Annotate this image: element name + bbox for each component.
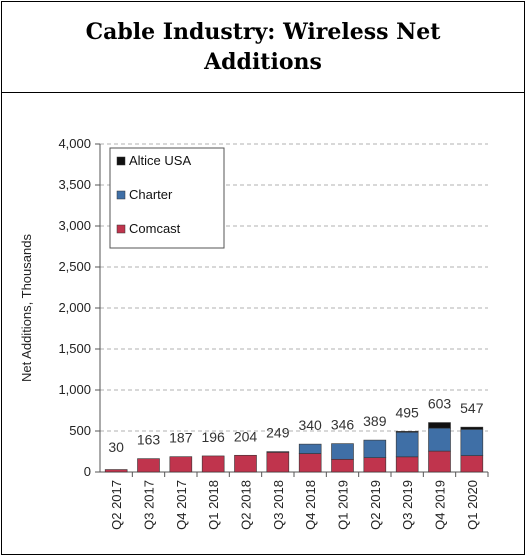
bar-comcast bbox=[331, 458, 354, 473]
bar-charter bbox=[428, 427, 451, 452]
data-label: 249 bbox=[266, 425, 290, 441]
bar-comcast bbox=[266, 452, 290, 473]
legend-swatch bbox=[116, 156, 126, 166]
y-tick-label: 500 bbox=[69, 423, 91, 438]
bar-comcast bbox=[234, 454, 257, 473]
data-labels: 30 163 187 196 204 249 340 346 389 495 603 547 bbox=[108, 396, 483, 455]
bar-charter bbox=[460, 429, 484, 456]
bar-comcast bbox=[363, 457, 387, 473]
axes: 0 500 1,000 1,500 2,000 2,500 3,000 3,500 4,000 N… bbox=[19, 136, 489, 530]
title-box: Cable Industry: Wireless Net Additions bbox=[2, 2, 524, 93]
legend-box bbox=[109, 147, 225, 249]
x-tick-label: Q3 2019 bbox=[400, 480, 415, 530]
data-label: 389 bbox=[363, 413, 387, 429]
chart-title: Cable Industry: Wireless Net Additions bbox=[85, 19, 441, 75]
x-tick-label: Q4 2018 bbox=[303, 480, 318, 530]
y-tick-label: 1,000 bbox=[58, 382, 91, 397]
data-label: 346 bbox=[331, 417, 355, 433]
x-tick-label: Q2 2018 bbox=[239, 480, 254, 530]
bar-comcast bbox=[460, 455, 484, 473]
bar-comcast bbox=[395, 456, 419, 473]
bar-comcast bbox=[428, 450, 451, 473]
bars bbox=[104, 422, 484, 473]
data-label: 495 bbox=[395, 404, 419, 420]
y-tick-label: 4,000 bbox=[58, 136, 91, 151]
y-axis-title: Net Additions, Thousands bbox=[19, 234, 34, 382]
legend-swatch bbox=[116, 190, 126, 200]
bar-altice-usa bbox=[460, 426, 484, 430]
legend-label: Charter bbox=[129, 187, 173, 202]
bar-charter bbox=[331, 443, 354, 460]
data-label: 163 bbox=[137, 432, 161, 448]
x-tick-label: Q4 2017 bbox=[174, 480, 189, 530]
bar-altice-usa bbox=[428, 422, 451, 429]
data-label: 187 bbox=[169, 430, 193, 446]
x-tick-label: Q4 2019 bbox=[433, 480, 448, 530]
data-label: 340 bbox=[298, 417, 322, 433]
bar-charter bbox=[266, 451, 290, 453]
y-tick-label: 3,000 bbox=[58, 218, 91, 233]
legend-label: Altice USA bbox=[129, 153, 191, 168]
data-label: 547 bbox=[460, 400, 484, 416]
y-tick-label: 0 bbox=[84, 464, 91, 479]
y-tick-label: 2,500 bbox=[58, 259, 91, 274]
legend: Altice USA Charter Comcast bbox=[109, 147, 225, 249]
y-tick-label: 1,500 bbox=[58, 341, 91, 356]
bar-comcast bbox=[298, 453, 322, 473]
x-tick-label: Q3 2017 bbox=[142, 480, 157, 530]
bar-comcast bbox=[137, 458, 160, 473]
data-label: 204 bbox=[234, 428, 258, 444]
y-tick-label: 3,500 bbox=[58, 177, 91, 192]
data-label: 30 bbox=[108, 439, 124, 455]
x-tick-label: Q1 2018 bbox=[206, 480, 221, 530]
x-tick-label: Q1 2020 bbox=[465, 480, 480, 530]
data-label: 196 bbox=[201, 429, 225, 445]
legend-swatch bbox=[116, 224, 126, 234]
x-tick-label: Q2 2017 bbox=[109, 480, 124, 530]
bar-charter bbox=[395, 431, 419, 458]
x-tick-label: Q2 2019 bbox=[368, 480, 383, 530]
bar-altice-usa bbox=[395, 431, 419, 433]
y-tick-label: 2,000 bbox=[58, 300, 91, 315]
bar-charter bbox=[298, 443, 322, 454]
bar-comcast bbox=[104, 469, 128, 473]
bar-charter bbox=[363, 439, 387, 458]
legend-label: Comcast bbox=[129, 221, 181, 236]
x-tick-label: Q1 2019 bbox=[336, 480, 351, 530]
bar-comcast bbox=[169, 456, 193, 473]
data-label: 603 bbox=[428, 396, 452, 412]
bar-comcast bbox=[201, 455, 225, 473]
x-tick-label: Q3 2018 bbox=[271, 480, 286, 530]
